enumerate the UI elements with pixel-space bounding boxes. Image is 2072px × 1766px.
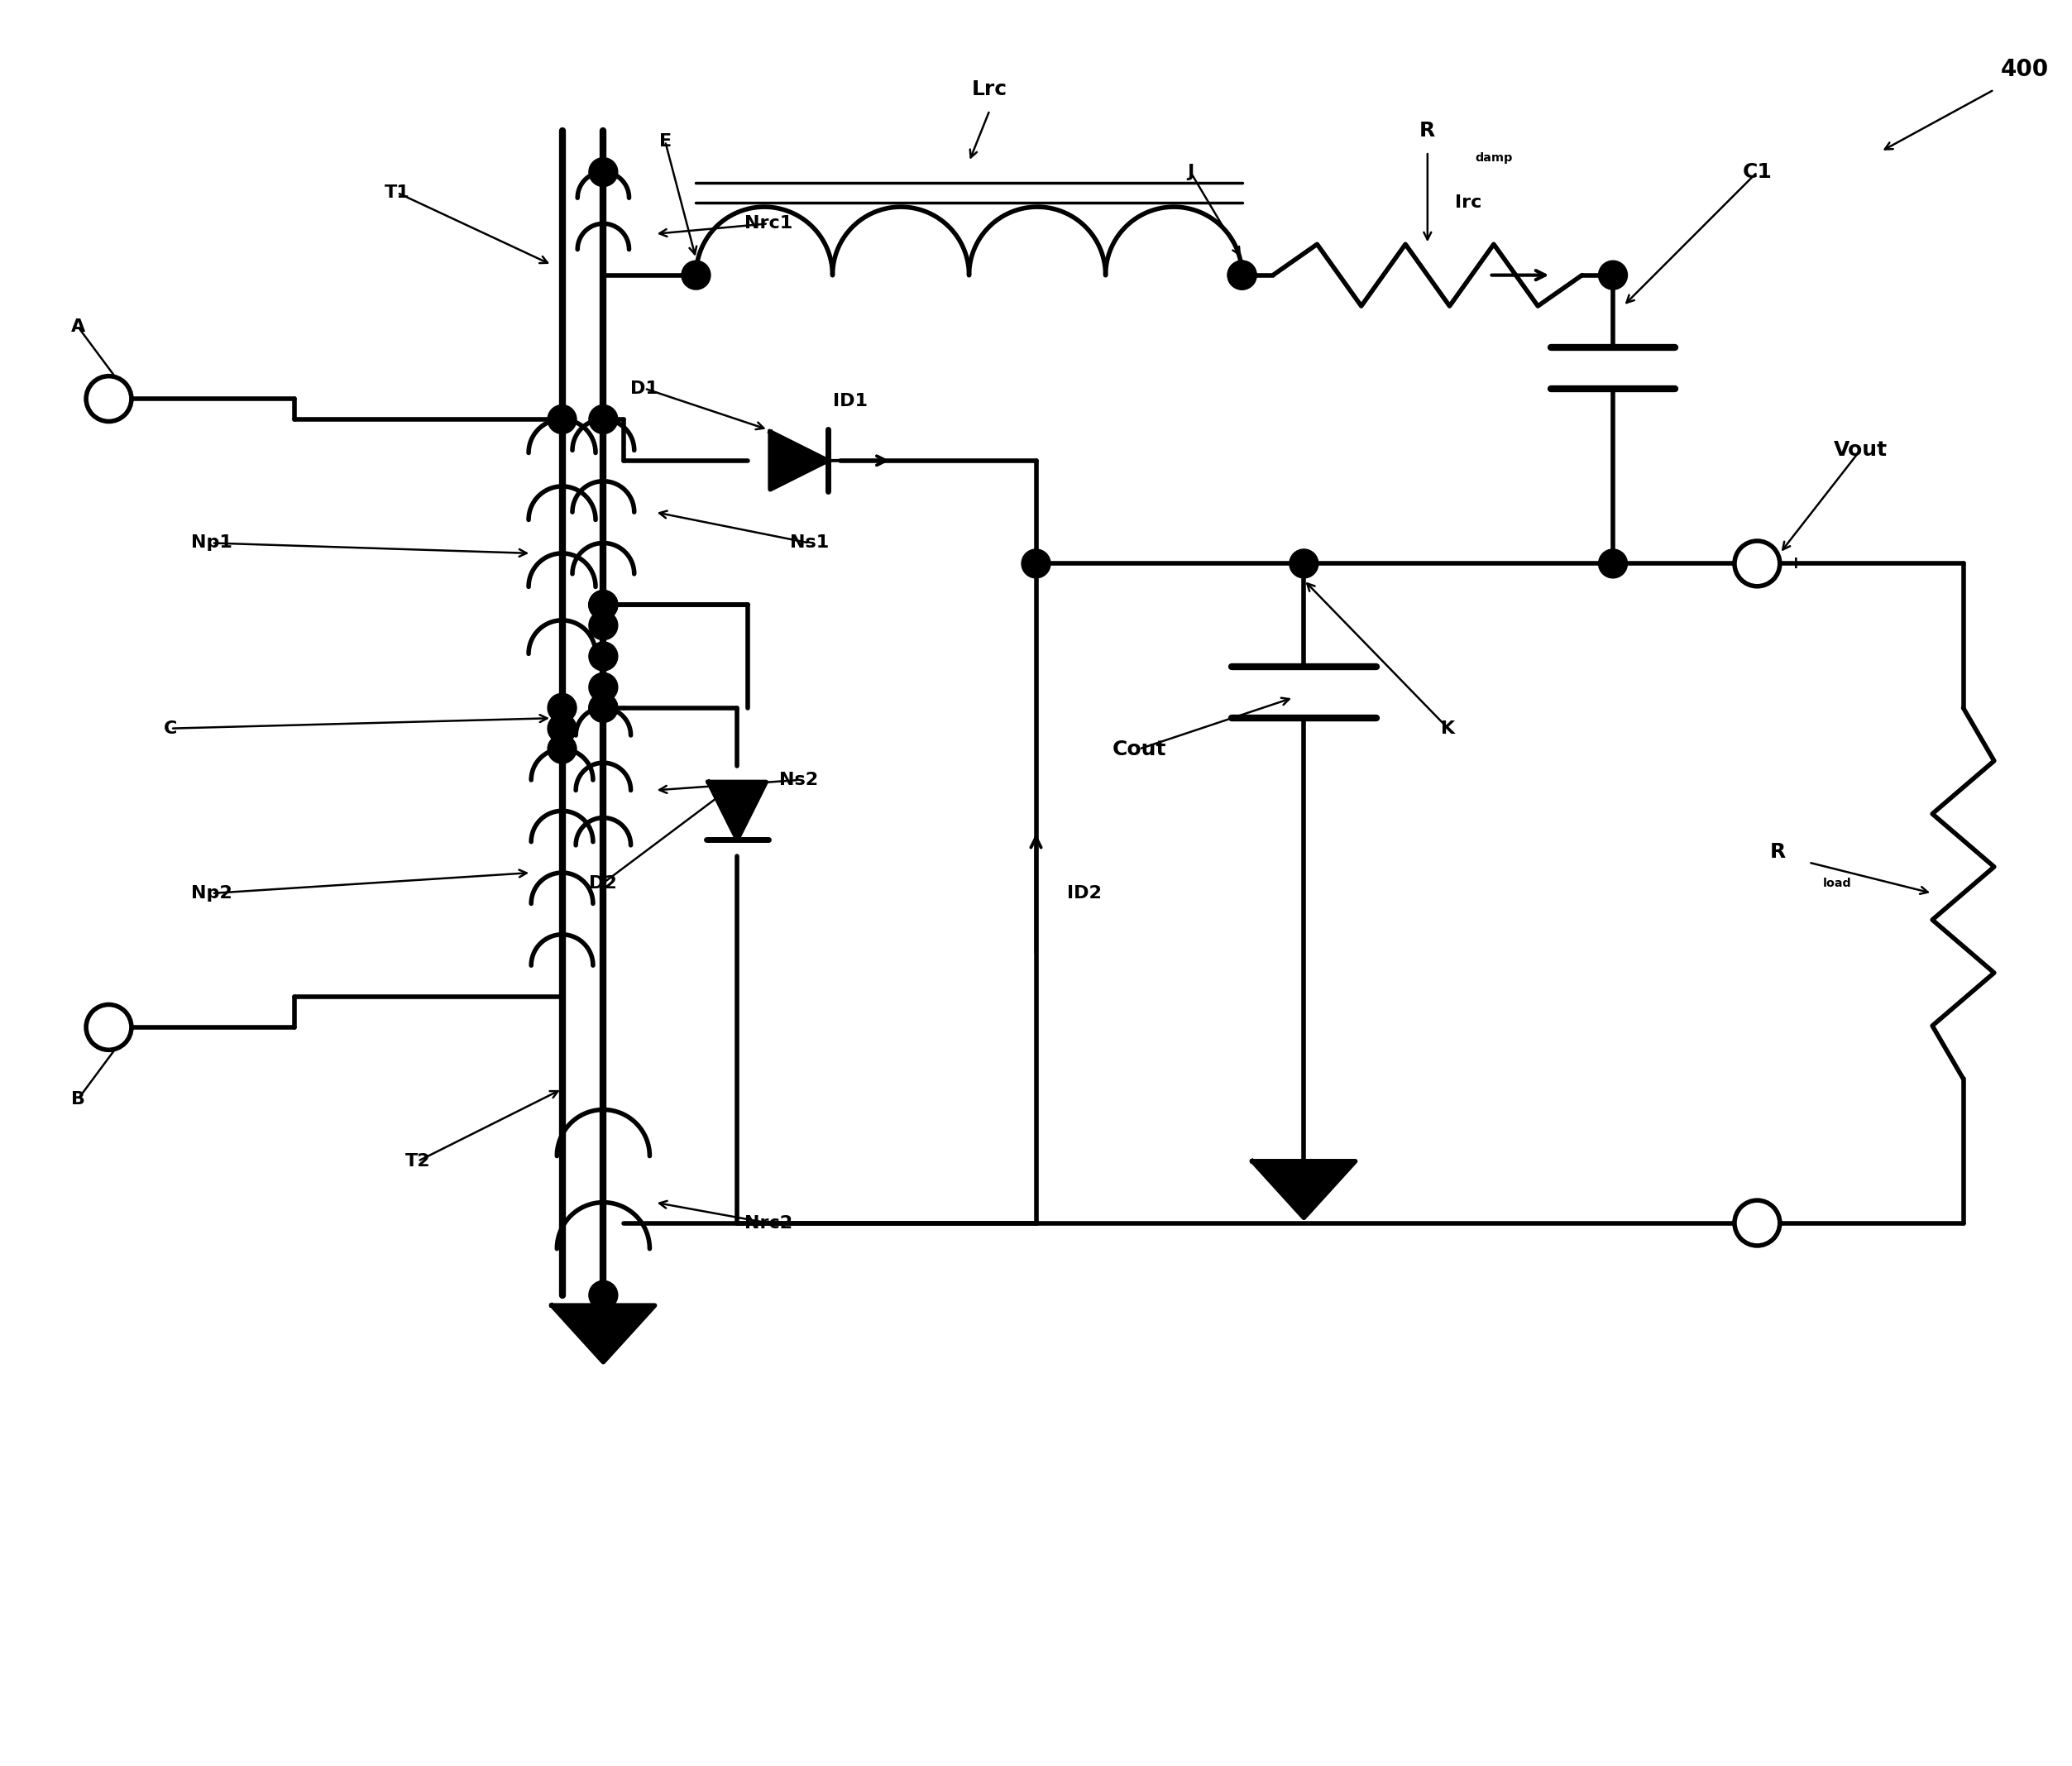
Polygon shape	[1251, 1162, 1355, 1219]
Circle shape	[588, 590, 617, 620]
Text: Irc: Irc	[1455, 194, 1481, 212]
Circle shape	[547, 404, 576, 434]
Circle shape	[1734, 1201, 1780, 1245]
Text: C1: C1	[1743, 162, 1772, 182]
Text: Nrc2: Nrc2	[744, 1215, 792, 1231]
Circle shape	[588, 694, 617, 722]
Text: D2: D2	[588, 874, 617, 892]
Text: R: R	[1419, 120, 1436, 141]
Text: −: −	[1788, 1213, 1805, 1233]
Circle shape	[588, 673, 617, 701]
Text: T2: T2	[406, 1153, 431, 1169]
Circle shape	[1734, 540, 1780, 586]
Text: Lrc: Lrc	[972, 79, 1007, 99]
Text: ID2: ID2	[1067, 885, 1102, 902]
Text: C: C	[164, 721, 178, 736]
Text: 400: 400	[2002, 58, 2049, 81]
Text: T1: T1	[385, 184, 410, 201]
Polygon shape	[771, 431, 829, 489]
Circle shape	[87, 376, 131, 422]
Text: R: R	[1769, 842, 1786, 862]
Text: load: load	[1823, 878, 1852, 888]
Text: Nrc1: Nrc1	[744, 215, 792, 231]
Circle shape	[682, 261, 711, 290]
Text: ID1: ID1	[833, 392, 868, 410]
Circle shape	[1227, 261, 1256, 290]
Circle shape	[1598, 261, 1627, 290]
Text: K: K	[1440, 721, 1455, 736]
Circle shape	[1598, 549, 1627, 577]
Circle shape	[87, 1005, 131, 1051]
Polygon shape	[709, 782, 767, 839]
Circle shape	[588, 694, 617, 722]
Circle shape	[1289, 549, 1318, 577]
Text: J: J	[1187, 164, 1193, 180]
Text: Ns2: Ns2	[779, 772, 818, 788]
Text: Vout: Vout	[1834, 440, 1888, 461]
Text: D1: D1	[630, 380, 659, 397]
Text: +: +	[1788, 555, 1803, 572]
Text: A: A	[70, 318, 85, 336]
Circle shape	[1021, 549, 1051, 577]
Circle shape	[588, 157, 617, 187]
Text: E: E	[659, 132, 671, 150]
Polygon shape	[551, 1305, 655, 1362]
Circle shape	[588, 641, 617, 671]
Circle shape	[588, 1280, 617, 1310]
Circle shape	[1227, 261, 1256, 290]
Text: Cout: Cout	[1113, 740, 1167, 759]
Circle shape	[588, 611, 617, 639]
Text: Np1: Np1	[191, 535, 232, 551]
Circle shape	[547, 694, 576, 722]
Circle shape	[588, 404, 617, 434]
Circle shape	[547, 735, 576, 763]
Circle shape	[588, 590, 617, 620]
Text: Np2: Np2	[191, 885, 232, 902]
Text: B: B	[70, 1091, 85, 1107]
Text: damp: damp	[1475, 152, 1513, 164]
Circle shape	[588, 590, 617, 620]
Circle shape	[547, 713, 576, 743]
Text: Ns1: Ns1	[789, 535, 829, 551]
